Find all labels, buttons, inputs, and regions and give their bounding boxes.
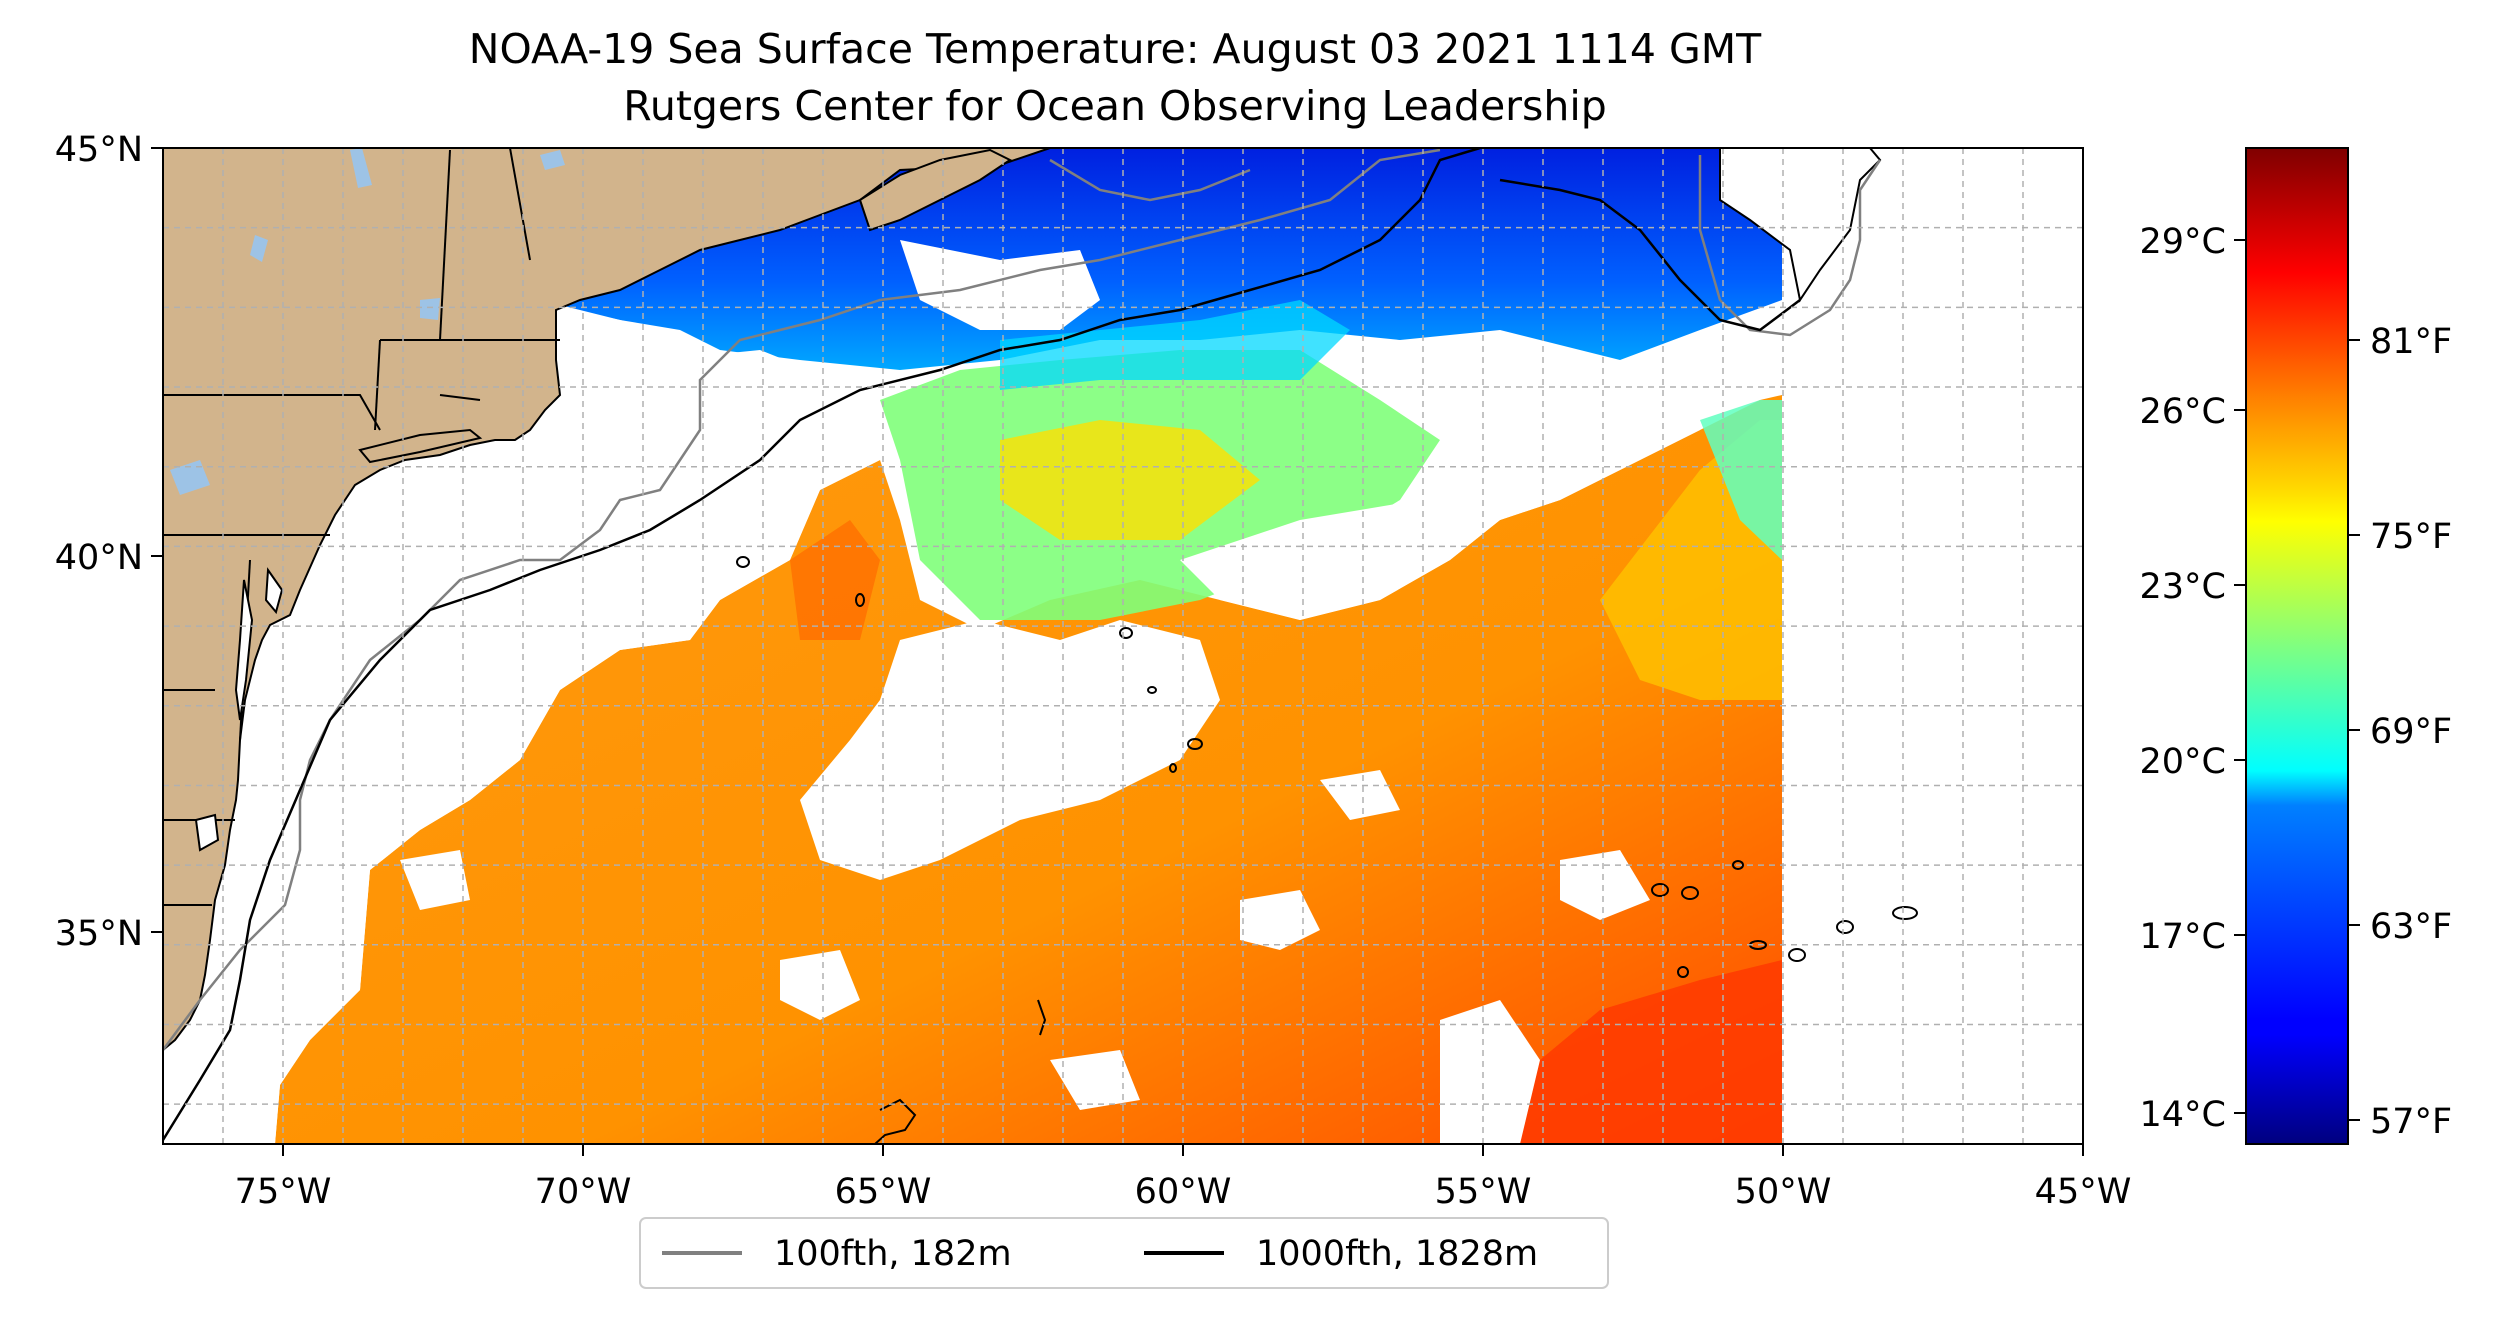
fahrenheit-tick: 63°F <box>2348 907 2452 947</box>
seamount-contours <box>736 556 1918 1144</box>
celsius-tick: 20°C <box>2140 742 2246 782</box>
legend-label-100fth: 100fth, 182m <box>774 1234 1012 1274</box>
celsius-tick: 17°C <box>2140 917 2246 957</box>
fahrenheit-tick: 75°F <box>2348 517 2452 557</box>
temperature-colorbar: 29°C 26°C 23°C 20°C 17°C 14°C 81°F 75°F … <box>2140 147 2452 1145</box>
isobath-legend: 100fth, 182m 1000fth, 1828m <box>639 1217 1609 1289</box>
x-tick-label: 55°W <box>1435 1172 1532 1212</box>
celsius-tick-label: 20°C <box>2140 742 2226 782</box>
newfoundland-land <box>1719 148 1882 303</box>
legend-label-1000fth: 1000fth, 1828m <box>1256 1234 1538 1274</box>
map-panel: 75°W 70°W 65°W 60°W 55°W 50°W 45°W 45°N … <box>55 130 2132 1212</box>
x-tick-label: 65°W <box>835 1172 932 1212</box>
x-tick-label: 70°W <box>535 1172 632 1212</box>
x-tick: 65°W <box>835 1144 932 1212</box>
fahrenheit-tick-label: 75°F <box>2370 517 2452 557</box>
y-tick-label: 40°N <box>55 538 143 578</box>
nova-scotia-land <box>858 148 1012 232</box>
x-tick-label: 50°W <box>1735 1172 1832 1212</box>
celsius-tick: 23°C <box>2140 567 2246 607</box>
long-island <box>358 428 483 464</box>
celsius-tick-label: 26°C <box>2140 392 2226 432</box>
fahrenheit-tick: 69°F <box>2348 712 2452 752</box>
bays <box>194 567 284 852</box>
y-tick: 40°N <box>55 538 163 578</box>
fahrenheit-tick-label: 57°F <box>2370 1102 2452 1142</box>
x-tick: 75°W <box>235 1144 332 1212</box>
north-america-land <box>163 148 1051 1052</box>
celsius-tick-label: 23°C <box>2140 567 2226 607</box>
x-tick-label: 60°W <box>1135 1172 1232 1212</box>
fahrenheit-tick-label: 81°F <box>2370 322 2452 362</box>
map-subtitle: Rutgers Center for Ocean Observing Leade… <box>623 82 1607 130</box>
y-tick: 35°N <box>55 914 163 954</box>
longitude-axis: 75°W 70°W 65°W 60°W 55°W 50°W 45°W <box>235 1144 2132 1212</box>
x-tick: 55°W <box>1435 1144 1532 1212</box>
latitude-axis: 45°N 40°N 35°N <box>55 130 163 954</box>
celsius-tick: 14°C <box>2140 1095 2246 1135</box>
colorbar-gradient <box>2245 147 2349 1145</box>
x-tick: 50°W <box>1735 1144 1832 1212</box>
land-masses <box>163 148 1882 1052</box>
celsius-tick: 29°C <box>2140 222 2246 262</box>
celsius-ticks: 29°C 26°C 23°C 20°C 17°C 14°C <box>2140 222 2246 1135</box>
fahrenheit-tick-label: 69°F <box>2370 712 2452 752</box>
x-tick: 45°W <box>2035 1144 2132 1212</box>
celsius-tick-label: 17°C <box>2140 917 2226 957</box>
fahrenheit-tick-label: 63°F <box>2370 907 2452 947</box>
lakes <box>170 148 565 495</box>
x-tick-label: 45°W <box>2035 1172 2132 1212</box>
y-tick-label: 35°N <box>55 914 143 954</box>
fahrenheit-tick: 57°F <box>2348 1102 2452 1142</box>
fahrenheit-ticks: 81°F 75°F 69°F 63°F 57°F <box>2348 322 2452 1142</box>
isobath-100fth <box>163 148 1882 1051</box>
x-tick: 60°W <box>1135 1144 1232 1212</box>
x-tick: 70°W <box>535 1144 632 1212</box>
celsius-tick-label: 29°C <box>2140 222 2226 262</box>
celsius-tick: 26°C <box>2140 392 2246 432</box>
isobath-1000fth <box>163 148 1801 1141</box>
x-tick-label: 75°W <box>235 1172 332 1212</box>
y-tick-label: 45°N <box>55 130 143 170</box>
sst-cold-water <box>550 148 1782 390</box>
celsius-tick-label: 14°C <box>2140 1095 2226 1135</box>
gridlines <box>162 147 2084 1144</box>
legend-box <box>639 1217 1609 1289</box>
y-tick: 45°N <box>55 130 163 170</box>
map-frame <box>162 147 2084 1145</box>
fahrenheit-tick: 81°F <box>2348 322 2452 362</box>
map-title: NOAA-19 Sea Surface Temperature: August … <box>469 25 1762 73</box>
